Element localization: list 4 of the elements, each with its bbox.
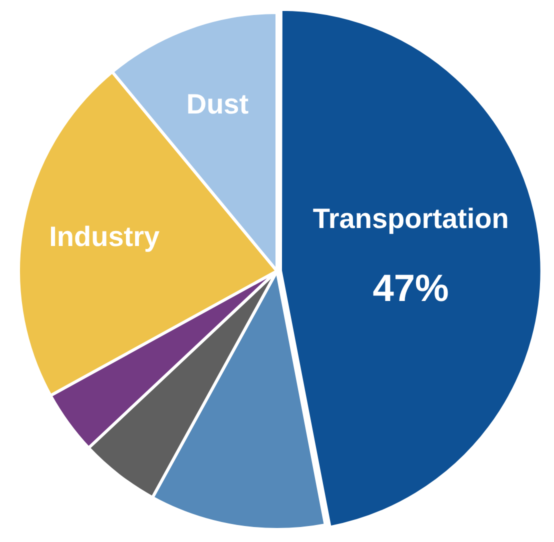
data-label: 47% [372, 268, 449, 310]
slice-label: Industry [49, 220, 160, 252]
slice-label: Transportation [312, 203, 509, 234]
slice-label: Dust [186, 88, 249, 120]
